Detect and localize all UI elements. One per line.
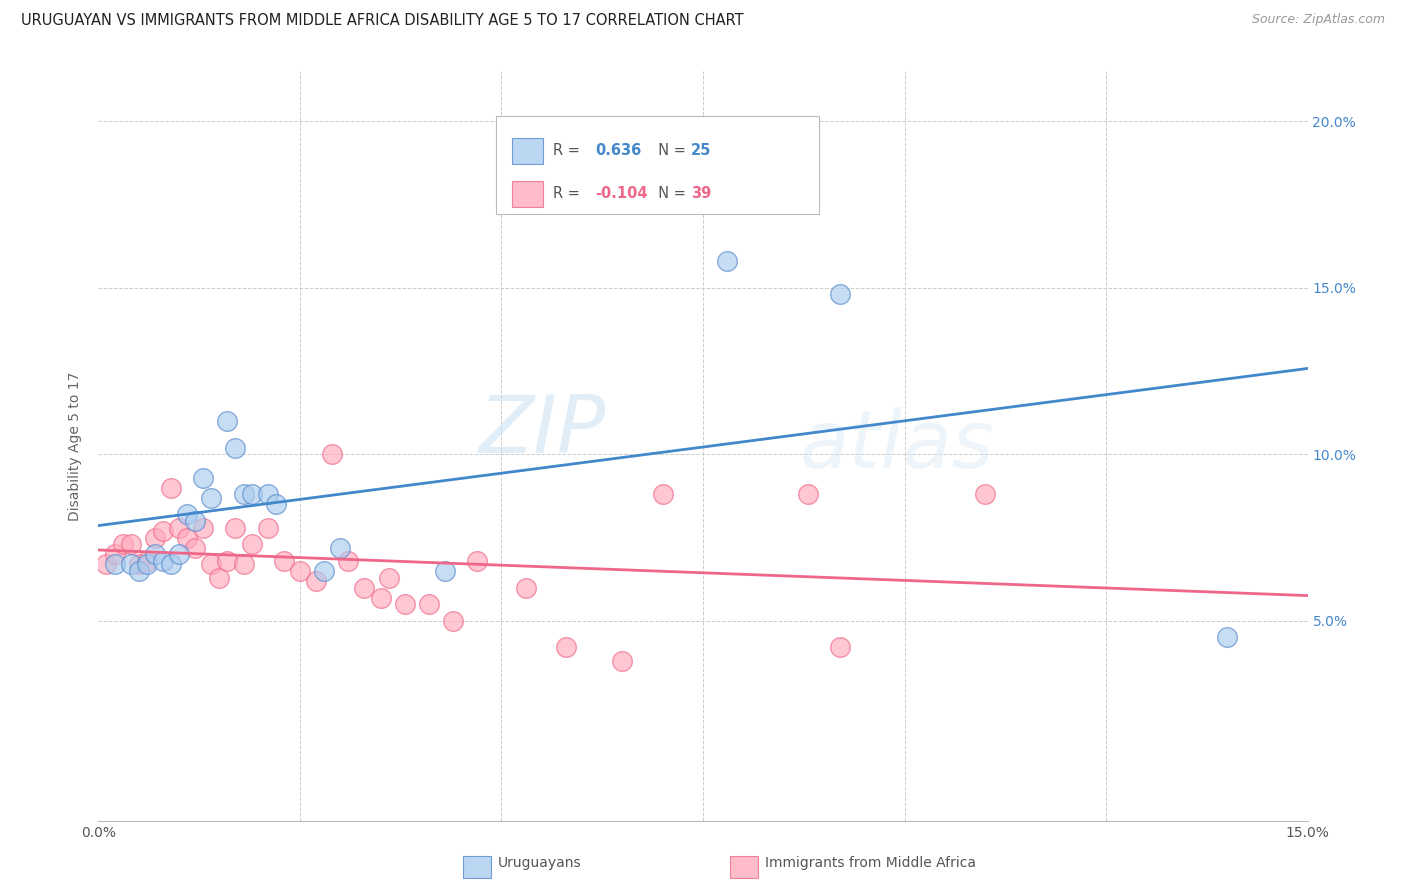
Point: [974, 487, 997, 501]
Point: [143, 531, 166, 545]
Point: [716, 254, 738, 268]
Point: [240, 537, 263, 551]
Point: [418, 597, 440, 611]
Text: Immigrants from Middle Africa: Immigrants from Middle Africa: [765, 856, 976, 871]
Point: [256, 520, 278, 534]
Point: [193, 470, 215, 484]
Point: [377, 570, 399, 584]
Point: [337, 554, 360, 568]
Point: [120, 558, 142, 572]
Text: N =: N =: [650, 186, 690, 201]
Point: [240, 487, 263, 501]
Point: [217, 414, 239, 428]
Point: [394, 597, 416, 611]
Point: [135, 554, 157, 568]
Text: 25: 25: [692, 143, 711, 158]
Point: [465, 554, 488, 568]
Point: [314, 564, 336, 578]
Y-axis label: Disability Age 5 to 17: Disability Age 5 to 17: [69, 371, 83, 521]
Text: N =: N =: [650, 143, 690, 158]
Point: [103, 558, 125, 572]
Point: [256, 487, 278, 501]
Text: Source: ZipAtlas.com: Source: ZipAtlas.com: [1251, 13, 1385, 27]
Text: R =: R =: [554, 186, 585, 201]
Point: [176, 531, 198, 545]
Point: [152, 524, 174, 538]
Point: [264, 497, 287, 511]
Point: [530, 174, 553, 188]
Point: [434, 564, 457, 578]
Point: [515, 581, 537, 595]
Point: [135, 558, 157, 572]
Point: [441, 614, 464, 628]
Point: [305, 574, 328, 588]
Point: [200, 491, 222, 505]
Text: atlas: atlas: [800, 407, 994, 485]
Text: URUGUAYAN VS IMMIGRANTS FROM MIDDLE AFRICA DISABILITY AGE 5 TO 17 CORRELATION CH: URUGUAYAN VS IMMIGRANTS FROM MIDDLE AFRI…: [21, 13, 744, 29]
Point: [120, 537, 142, 551]
Point: [232, 558, 254, 572]
Point: [103, 547, 125, 561]
Point: [224, 441, 246, 455]
Point: [273, 554, 295, 568]
Text: 0.636: 0.636: [596, 143, 641, 158]
Point: [612, 654, 634, 668]
Point: [370, 591, 392, 605]
Point: [828, 287, 851, 301]
Point: [184, 541, 207, 555]
Point: [96, 558, 118, 572]
Point: [224, 520, 246, 534]
Point: [160, 558, 183, 572]
Point: [160, 481, 183, 495]
Point: [167, 520, 190, 534]
Text: -0.104: -0.104: [596, 186, 648, 201]
Point: [232, 487, 254, 501]
Text: R =: R =: [554, 143, 585, 158]
Point: [828, 640, 851, 655]
Point: [353, 581, 375, 595]
Point: [167, 547, 190, 561]
Point: [288, 564, 311, 578]
Point: [797, 487, 820, 501]
Text: 39: 39: [692, 186, 711, 201]
Point: [1216, 631, 1239, 645]
Point: [329, 541, 352, 555]
Point: [555, 640, 578, 655]
Text: Uruguayans: Uruguayans: [498, 856, 581, 871]
Point: [128, 564, 150, 578]
Point: [184, 514, 207, 528]
Point: [128, 558, 150, 572]
Point: [321, 447, 343, 461]
Point: [208, 570, 231, 584]
Text: ZIP: ZIP: [479, 392, 606, 470]
Point: [193, 520, 215, 534]
Point: [200, 558, 222, 572]
Point: [111, 537, 134, 551]
Point: [217, 554, 239, 568]
Point: [651, 487, 673, 501]
Point: [152, 554, 174, 568]
Point: [143, 547, 166, 561]
Point: [176, 508, 198, 522]
